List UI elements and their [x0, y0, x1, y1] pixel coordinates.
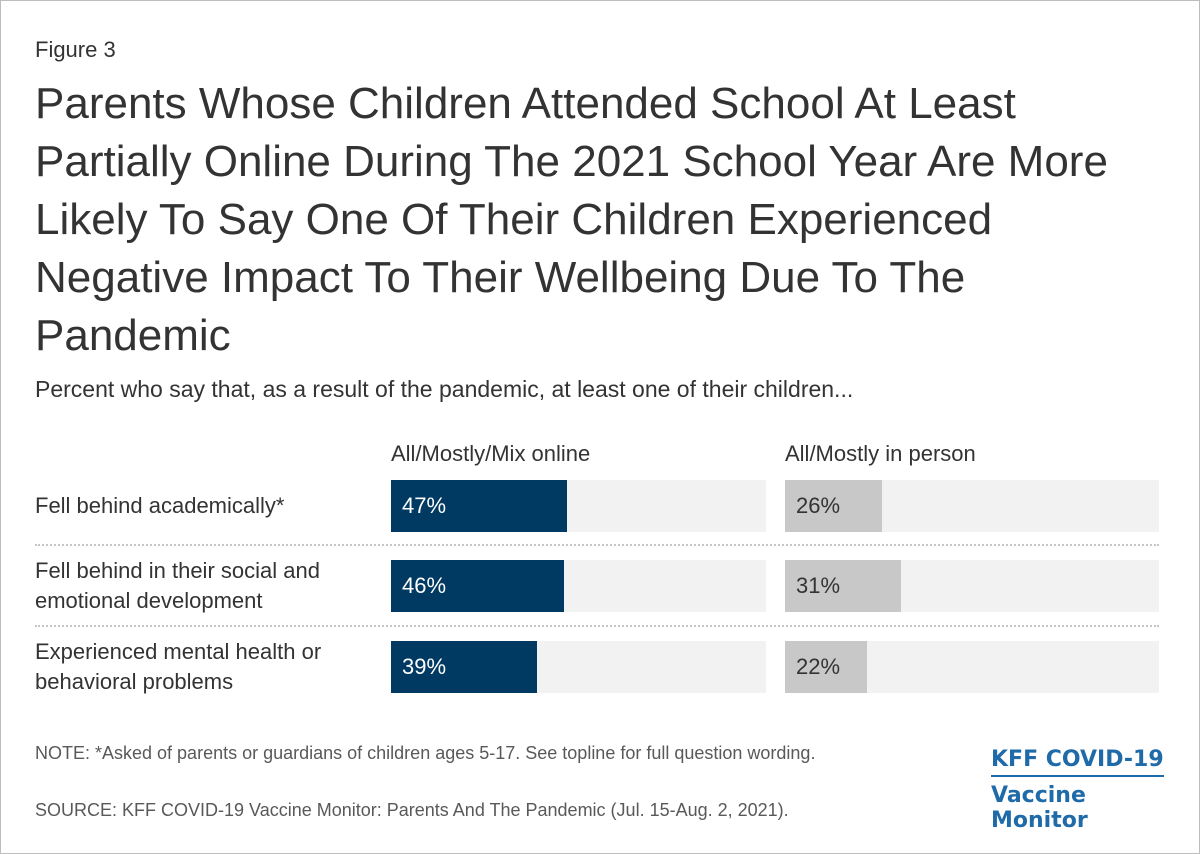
row-divider: [35, 544, 1159, 546]
chart-title: Parents Whose Children Attended School A…: [35, 79, 1108, 360]
kff-vaccine-monitor-logo: KFF COVID-19 Vaccine Monitor: [991, 747, 1171, 833]
figure-label: Figure 3: [35, 37, 116, 62]
bar-online-mental-health: [391, 641, 537, 693]
bar-track-in-person-social-emotional: 31%: [785, 560, 1159, 612]
bar-track-online-academic: 47%: [391, 480, 766, 532]
data-label-online-social-emotional: 46%: [402, 573, 447, 598]
bar-track-online-mental-health: 39%: [391, 641, 766, 693]
category-label-academic: Fell behind academically*: [35, 493, 285, 518]
data-label-online-academic: 47%: [402, 493, 447, 518]
legend-online: All/Mostly/Mix online: [391, 441, 591, 466]
bar-track-in-person-academic: 26%: [785, 480, 1159, 532]
category-label-mental-health: Experienced mental health or behavioral …: [35, 639, 322, 694]
data-label-in-person-social-emotional: 31%: [796, 573, 841, 598]
chart-note: NOTE: *Asked of parents or guardians of …: [35, 743, 816, 763]
data-label-online-mental-health: 39%: [402, 654, 447, 679]
logo-line-2: Vaccine Monitor: [991, 783, 1088, 833]
bar-in-person-social-emotional: [785, 560, 901, 612]
bar-track-in-person-mental-health: 22%: [785, 641, 1159, 693]
bar-online-academic: [391, 480, 567, 532]
bar-in-person-mental-health: [785, 641, 867, 693]
logo-line-1: KFF COVID-19: [991, 747, 1164, 777]
chart-source: SOURCE: KFF COVID-19 Vaccine Monitor: Pa…: [35, 800, 789, 820]
bar-in-person-academic: [785, 480, 882, 532]
bar-online-social-emotional: [391, 560, 564, 612]
data-label-in-person-academic: 26%: [796, 493, 841, 518]
bar-track-online-social-emotional: 46%: [391, 560, 766, 612]
data-label-in-person-mental-health: 22%: [796, 654, 841, 679]
chart-subtitle: Percent who say that, as a result of the…: [35, 376, 854, 402]
category-label-social-emotional: Fell behind in their social and emotiona…: [35, 558, 320, 613]
legend-in-person: All/Mostly in person: [785, 441, 976, 466]
row-divider: [35, 625, 1159, 627]
